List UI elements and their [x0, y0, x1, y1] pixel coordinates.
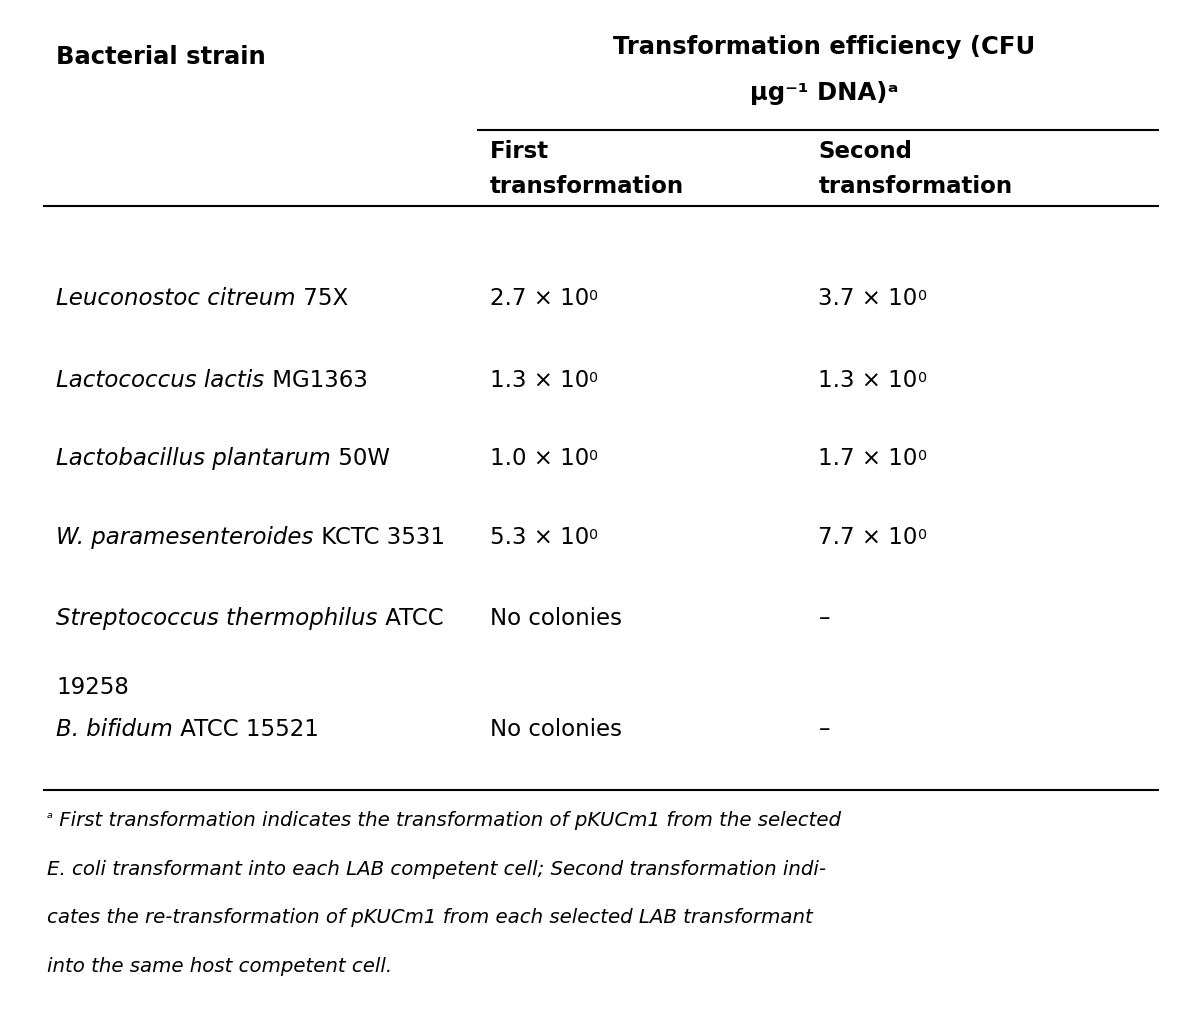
Text: transformation: transformation: [818, 175, 1013, 198]
Text: Streptococcus thermophilus: Streptococcus thermophilus: [56, 607, 378, 630]
Text: ATCC: ATCC: [378, 607, 444, 630]
Text: cates the re-transformation of pKUCm1 from each selected LAB transformant: cates the re-transformation of pKUCm1 fr…: [47, 908, 812, 928]
Text: No colonies: No colonies: [490, 718, 622, 742]
Text: 1.0 × 10: 1.0 × 10: [490, 447, 589, 470]
Text: μg⁻¹ DNA)ᵃ: μg⁻¹ DNA)ᵃ: [750, 81, 898, 106]
Text: B. bifidum: B. bifidum: [56, 718, 173, 742]
Text: 0: 0: [918, 289, 926, 303]
Text: 75X: 75X: [296, 287, 348, 310]
Text: transformation: transformation: [490, 175, 684, 198]
Text: Transformation efficiency (CFU: Transformation efficiency (CFU: [613, 35, 1034, 59]
Text: 1.3 × 10: 1.3 × 10: [818, 369, 918, 392]
Text: 1.3 × 10: 1.3 × 10: [490, 369, 589, 392]
Text: Lactococcus lactis: Lactococcus lactis: [56, 369, 264, 392]
Text: W. paramesenteroides: W. paramesenteroides: [56, 526, 313, 550]
Text: KCTC 3531: KCTC 3531: [313, 526, 445, 550]
Text: First transformation indicates the transformation of pKUCm1 from the selected: First transformation indicates the trans…: [53, 811, 841, 830]
Text: 0: 0: [589, 449, 598, 463]
Text: ATCC 15521: ATCC 15521: [173, 718, 319, 742]
Text: 50W: 50W: [331, 447, 390, 470]
Text: 0: 0: [918, 371, 926, 385]
Text: E. coli transformant into each LAB competent cell; Second transformation indi-: E. coli transformant into each LAB compe…: [47, 860, 826, 879]
Text: MG1363: MG1363: [264, 369, 367, 392]
Text: 3.7 × 10: 3.7 × 10: [818, 287, 918, 310]
Text: Second: Second: [818, 140, 912, 164]
Text: Lactobacillus plantarum: Lactobacillus plantarum: [56, 447, 331, 470]
Text: 0: 0: [589, 371, 598, 385]
Text: 19258: 19258: [56, 676, 130, 699]
Text: 0: 0: [589, 528, 598, 543]
Text: into the same host competent cell.: into the same host competent cell.: [47, 957, 392, 976]
Text: No colonies: No colonies: [490, 607, 622, 630]
Text: 0: 0: [918, 528, 926, 543]
Text: 0: 0: [589, 289, 598, 303]
Text: 0: 0: [918, 449, 926, 463]
Text: ᵃ: ᵃ: [47, 811, 53, 826]
Text: –: –: [818, 718, 830, 742]
Text: 1.7 × 10: 1.7 × 10: [818, 447, 918, 470]
Text: First: First: [490, 140, 548, 164]
Text: 7.7 × 10: 7.7 × 10: [818, 526, 918, 550]
Text: 5.3 × 10: 5.3 × 10: [490, 526, 589, 550]
Text: Leuconostoc citreum: Leuconostoc citreum: [56, 287, 296, 310]
Text: 2.7 × 10: 2.7 × 10: [490, 287, 589, 310]
Text: Bacterial strain: Bacterial strain: [56, 45, 266, 69]
Text: –: –: [818, 607, 830, 630]
